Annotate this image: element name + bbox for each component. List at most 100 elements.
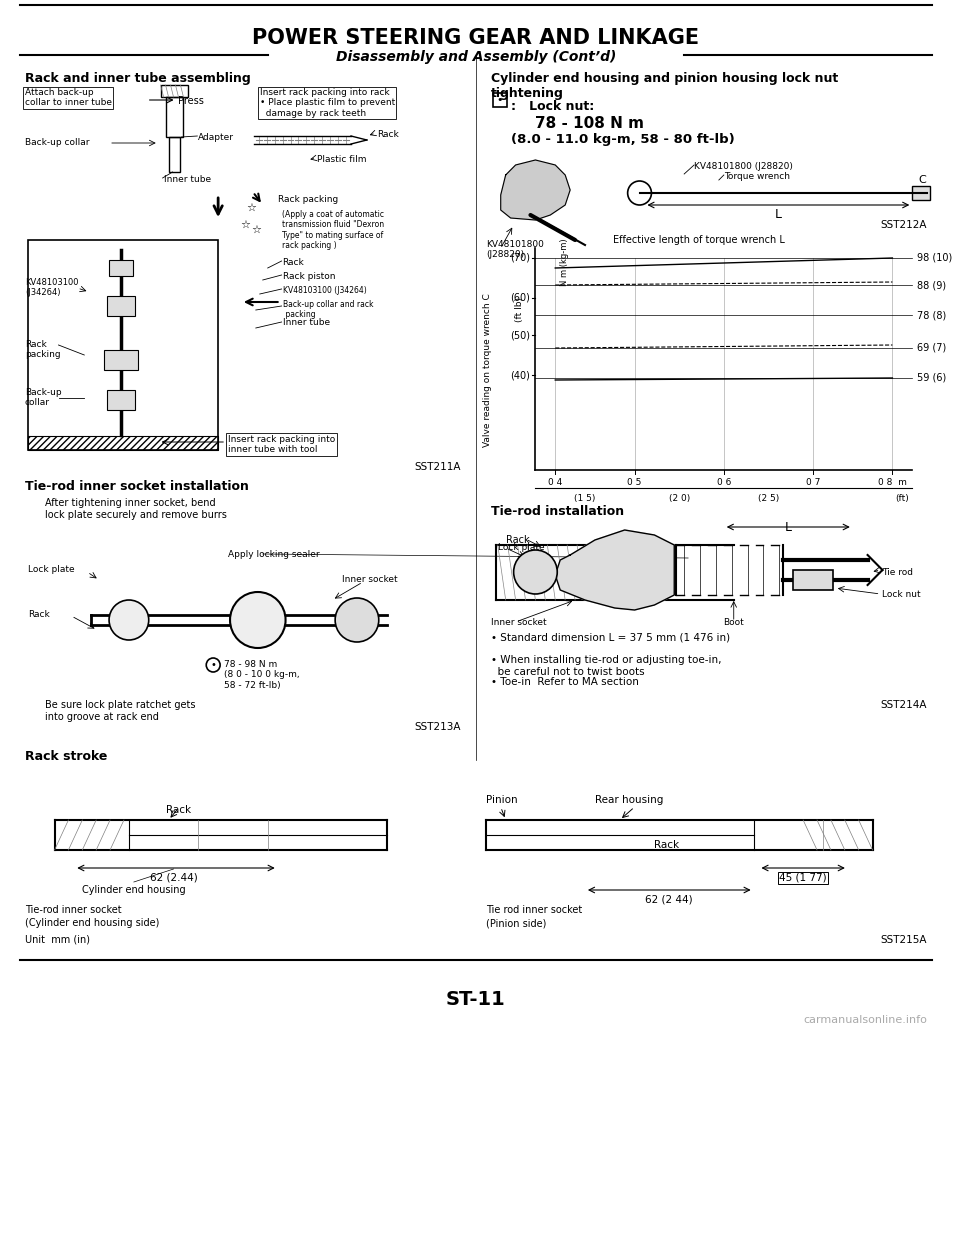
Text: (ft lb): (ft lb) <box>516 298 524 323</box>
Text: Apply locking sealer: Apply locking sealer <box>228 550 320 559</box>
Bar <box>793 570 833 590</box>
Bar <box>28 239 218 450</box>
Text: Disassembly and Assembly (Cont’d): Disassembly and Assembly (Cont’d) <box>336 50 616 64</box>
Text: SST212A: SST212A <box>880 219 927 229</box>
Text: (ft): (ft) <box>896 494 909 503</box>
Text: Pinion: Pinion <box>486 796 517 806</box>
Text: ☆: ☆ <box>251 224 261 234</box>
Text: Rack stroke: Rack stroke <box>25 749 108 763</box>
Text: SST211A: SST211A <box>415 461 461 473</box>
Text: Rack: Rack <box>166 806 191 816</box>
Text: (50): (50) <box>511 330 531 340</box>
Text: •: • <box>496 95 503 105</box>
Text: • Toe-in  Refer to MA section: • Toe-in Refer to MA section <box>491 677 638 687</box>
Text: SST215A: SST215A <box>880 935 927 945</box>
Text: Insert rack packing into
inner tube with tool: Insert rack packing into inner tube with… <box>228 435 335 454</box>
Text: 88 (9): 88 (9) <box>917 281 947 291</box>
Text: carmanualsonline.info: carmanualsonline.info <box>804 1015 927 1025</box>
Text: Cylinder end housing and pinion housing lock nut
tightening: Cylinder end housing and pinion housing … <box>491 72 838 100</box>
Text: Torque wrench: Torque wrench <box>724 172 790 181</box>
Text: 78 - 108 N m: 78 - 108 N m <box>536 116 644 131</box>
Text: 98 (10): 98 (10) <box>917 253 952 263</box>
Text: Unit  mm (in): Unit mm (in) <box>25 935 90 945</box>
Text: Rack piston: Rack piston <box>282 272 335 281</box>
Text: Rack
packing: Rack packing <box>25 340 60 359</box>
Text: Rack and inner tube assembling: Rack and inner tube assembling <box>25 72 251 85</box>
Text: Insert rack packing into rack
• Place plastic film to prevent
  damage by rack t: Insert rack packing into rack • Place pl… <box>260 89 395 117</box>
Text: 0 8  m: 0 8 m <box>878 478 907 488</box>
Text: 78 (8): 78 (8) <box>917 311 947 320</box>
Text: 78 - 98 N m
(8 0 - 10 0 kg-m,
58 - 72 ft-lb): 78 - 98 N m (8 0 - 10 0 kg-m, 58 - 72 ft… <box>224 660 300 690</box>
Text: 45 (1 77): 45 (1 77) <box>780 873 827 883</box>
Text: Be sure lock plate ratchet gets
into groove at rack end: Be sure lock plate ratchet gets into gro… <box>44 700 195 722</box>
Text: Tie-rod installation: Tie-rod installation <box>491 505 624 518</box>
Text: (60): (60) <box>511 293 531 303</box>
Polygon shape <box>555 530 674 610</box>
Text: ☆: ☆ <box>240 219 250 229</box>
Text: Plastic film: Plastic film <box>318 155 367 165</box>
Bar <box>169 137 180 172</box>
Bar <box>109 261 132 276</box>
Text: Inner tube: Inner tube <box>163 175 211 185</box>
Text: Cylinder end housing: Cylinder end housing <box>82 885 185 895</box>
Text: • Standard dimension L = 37 5 mm (1 476 in): • Standard dimension L = 37 5 mm (1 476 … <box>491 633 730 643</box>
Text: Tie-rod inner socket installation: Tie-rod inner socket installation <box>25 480 249 493</box>
Circle shape <box>514 550 557 594</box>
Text: Tie-rod inner socket: Tie-rod inner socket <box>25 905 121 915</box>
Text: (Pinion side): (Pinion side) <box>486 918 546 928</box>
Text: Rack: Rack <box>506 535 529 545</box>
Bar <box>28 436 218 450</box>
Text: 59 (6): 59 (6) <box>917 373 947 383</box>
Text: •: • <box>210 660 216 670</box>
Bar <box>492 94 507 107</box>
Text: Lock nut: Lock nut <box>882 590 921 599</box>
Text: Back-up collar and rack
 packing: Back-up collar and rack packing <box>282 301 373 319</box>
Text: Press: Press <box>179 96 204 106</box>
Text: (2 5): (2 5) <box>757 494 780 503</box>
Text: 0 7: 0 7 <box>805 478 820 488</box>
Text: (1 5): (1 5) <box>574 494 596 503</box>
Circle shape <box>230 592 285 648</box>
Text: KV48101800 (J28820): KV48101800 (J28820) <box>694 162 793 171</box>
Text: 0 6: 0 6 <box>716 478 731 488</box>
Text: KV48103100 (J34264): KV48103100 (J34264) <box>282 286 367 296</box>
Text: (Cylinder end housing side): (Cylinder end housing side) <box>25 918 159 928</box>
Text: 69 (7): 69 (7) <box>917 343 947 353</box>
Text: L: L <box>784 521 792 534</box>
Text: SST214A: SST214A <box>880 700 927 710</box>
Text: Lock plate: Lock plate <box>497 542 544 552</box>
Text: (40): (40) <box>511 370 531 380</box>
Text: (70): (70) <box>511 253 531 263</box>
Text: L: L <box>775 208 781 221</box>
Circle shape <box>335 599 379 642</box>
Text: :   Lock nut:: : Lock nut: <box>511 100 594 113</box>
Text: Rack: Rack <box>282 258 304 267</box>
Polygon shape <box>501 160 570 219</box>
Text: Back-up
collar: Back-up collar <box>25 388 61 408</box>
Text: Attach back-up
collar to inner tube: Attach back-up collar to inner tube <box>25 89 111 107</box>
Text: Rack: Rack <box>376 130 398 138</box>
Text: • When installing tie-rod or adjusting toe-in,
  be careful not to twist boots: • When installing tie-rod or adjusting t… <box>491 655 721 677</box>
Text: N m (kg-m): N m (kg-m) <box>561 238 569 286</box>
Text: Valve reading on torque wrench C: Valve reading on torque wrench C <box>483 293 492 446</box>
Bar <box>108 390 134 410</box>
Text: ☆: ☆ <box>246 203 256 213</box>
Text: C: C <box>919 175 926 185</box>
Text: Rack: Rack <box>28 610 50 619</box>
Text: KV48101800
(J28820): KV48101800 (J28820) <box>486 239 543 259</box>
Text: Adapter: Adapter <box>199 133 234 142</box>
Text: POWER STEERING GEAR AND LINKAGE: POWER STEERING GEAR AND LINKAGE <box>252 27 700 47</box>
Text: Tie rod inner socket: Tie rod inner socket <box>486 905 582 915</box>
Text: Effective length of torque wrench L: Effective length of torque wrench L <box>612 234 784 244</box>
Text: 0 4: 0 4 <box>548 478 563 488</box>
Text: 0 5: 0 5 <box>628 478 642 488</box>
Bar <box>104 350 138 370</box>
Text: SST213A: SST213A <box>415 722 461 732</box>
Text: Rear housing: Rear housing <box>595 796 663 806</box>
Bar <box>912 186 930 200</box>
Bar <box>160 85 188 97</box>
Text: Inner socket: Inner socket <box>342 575 397 584</box>
Text: Tie rod: Tie rod <box>882 567 914 577</box>
Text: Inner socket: Inner socket <box>491 619 546 627</box>
Bar <box>108 296 134 315</box>
